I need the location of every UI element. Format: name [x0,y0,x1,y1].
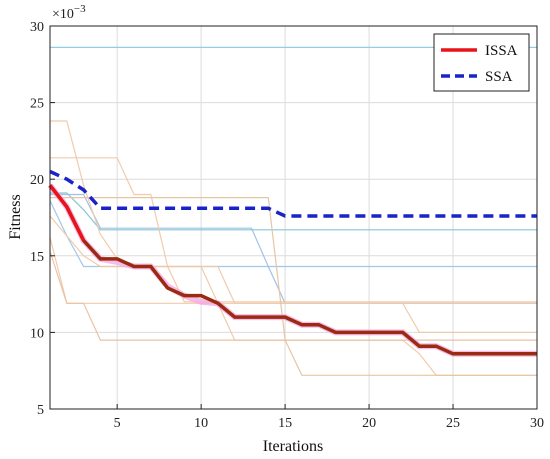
y-tick-label: 30 [30,20,44,35]
x-tick-label: 10 [194,416,208,431]
legend: ISSA SSA [433,33,530,92]
y-tick-label: 25 [30,97,44,112]
y-tick-label: 15 [30,250,44,265]
series-line-ssa [49,169,537,218]
x-tick-label: 25 [446,416,460,431]
legend-label-ssa: SSA [485,69,513,85]
background-run-line [50,197,537,376]
x-tick-label: 15 [278,416,292,431]
series-lines [48,169,537,356]
y-tick-label: 10 [30,326,44,341]
background-run-line [50,192,537,231]
y-axis-label: Fitness [7,194,24,239]
plot-frame [49,25,538,410]
x-tick-label: 20 [362,416,376,431]
x-tick-label: 5 [114,416,121,431]
background-run-line [49,237,537,304]
series-line-issa-start [48,184,86,242]
background-run-line [49,251,537,341]
axis-ticks: 5 10 15 20 25 30 5 10 15 20 25 30 [30,20,544,431]
legend-label-issa: ISSA [485,43,518,59]
legend-box [433,33,530,92]
x-axis-label: Iterations [263,438,323,455]
y-tick-label: 5 [37,403,44,418]
y-tick-label: 20 [30,173,44,188]
x-tick-label: 30 [530,416,544,431]
y-multiplier: ×10−3 [52,3,86,22]
series-line-issa [48,184,537,356]
